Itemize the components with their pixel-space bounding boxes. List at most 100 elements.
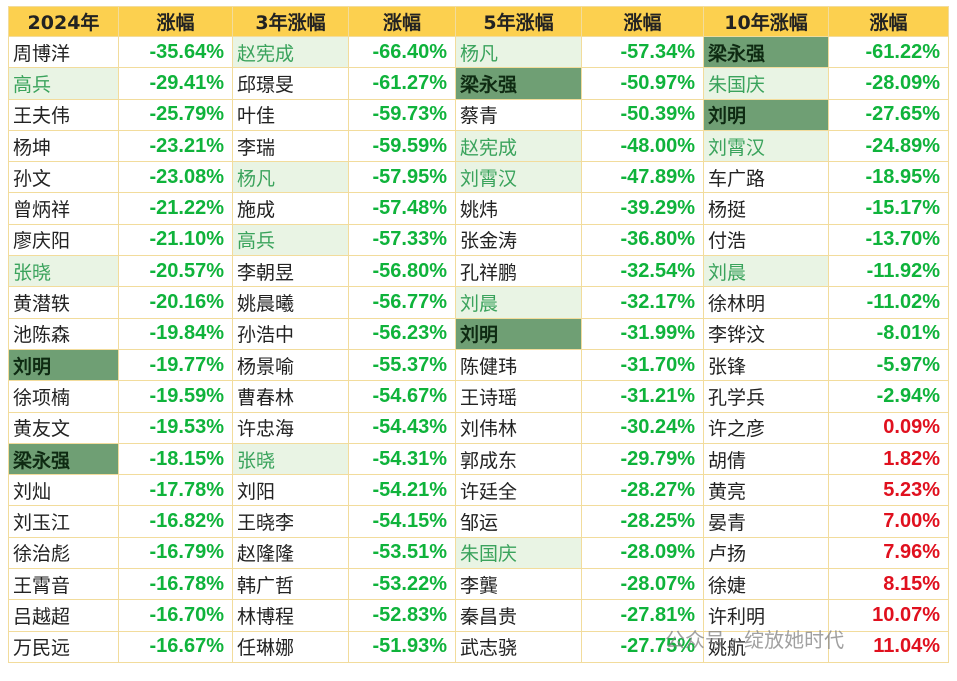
header-cell: 5年涨幅 bbox=[455, 6, 582, 37]
header-cell: 涨幅 bbox=[118, 6, 233, 37]
name-cell: 王霄音 bbox=[8, 568, 119, 601]
change-cell: -59.73% bbox=[348, 98, 456, 131]
name-cell: 刘玉江 bbox=[8, 505, 119, 538]
change-cell: -56.77% bbox=[348, 286, 456, 319]
name-cell: 刘明 bbox=[703, 98, 829, 131]
change-cell: -16.79% bbox=[118, 536, 233, 570]
change-cell: -19.53% bbox=[118, 411, 233, 444]
change-cell: 8.15% bbox=[828, 568, 949, 601]
change-cell: -50.39% bbox=[581, 98, 704, 131]
change-cell: -11.92% bbox=[828, 255, 949, 288]
name-cell: 徐林明 bbox=[703, 286, 829, 319]
name-cell: 刘灿 bbox=[8, 474, 119, 507]
header-cell: 涨幅 bbox=[828, 6, 949, 37]
name-cell: 李龔 bbox=[455, 568, 582, 601]
change-cell: -61.27% bbox=[348, 67, 456, 100]
name-cell: 周博洋 bbox=[8, 35, 119, 69]
change-cell: -27.75% bbox=[581, 630, 704, 663]
name-cell: 晏青 bbox=[703, 505, 829, 538]
table-row: 王霄音 -16.78% 韩广哲 -53.22% 李龔 -28.07% 徐婕 8.15% bbox=[8, 568, 949, 601]
name-cell: 王夫伟 bbox=[8, 98, 119, 131]
name-cell: 黄潜轶 bbox=[8, 286, 119, 319]
change-cell: -55.37% bbox=[348, 348, 456, 382]
name-cell: 刘霄汉 bbox=[455, 161, 582, 194]
name-cell: 赵宪成 bbox=[455, 129, 582, 163]
change-cell: -18.95% bbox=[828, 161, 949, 194]
table-row: 曾炳祥 -21.22% 施成 -57.48% 姚炜 -39.29% 杨挺 -15.17% bbox=[8, 192, 949, 225]
name-cell: 许忠海 bbox=[232, 411, 349, 444]
name-cell: 邱璟旻 bbox=[232, 67, 349, 100]
table-row: 池陈森 -19.84% 孙浩中 -56.23% 刘明 -31.99% 李铧汶 -8.01% bbox=[8, 317, 949, 350]
name-cell: 高兵 bbox=[8, 67, 119, 100]
change-cell: -29.41% bbox=[118, 67, 233, 100]
name-cell: 郭成东 bbox=[455, 442, 582, 476]
change-cell: -56.23% bbox=[348, 317, 456, 350]
change-cell: -54.21% bbox=[348, 474, 456, 507]
name-cell: 姚炜 bbox=[455, 192, 582, 225]
change-cell: 7.00% bbox=[828, 505, 949, 538]
name-cell: 赵隆隆 bbox=[232, 536, 349, 570]
change-cell: 11.04% bbox=[828, 630, 949, 663]
change-cell: -28.09% bbox=[581, 536, 704, 570]
table-row: 梁永强 -18.15% 张晓 -54.31% 郭成东 -29.79% 胡倩 1.82% bbox=[8, 442, 949, 476]
change-cell: -29.79% bbox=[581, 442, 704, 476]
change-cell: -53.22% bbox=[348, 568, 456, 601]
change-cell: -21.10% bbox=[118, 223, 233, 257]
change-cell: -28.09% bbox=[828, 67, 949, 100]
change-cell: -54.31% bbox=[348, 442, 456, 476]
name-cell: 叶佳 bbox=[232, 98, 349, 131]
change-cell: 7.96% bbox=[828, 536, 949, 570]
change-cell: -48.00% bbox=[581, 129, 704, 163]
change-cell: -66.40% bbox=[348, 35, 456, 69]
table-row: 徐治彪 -16.79% 赵隆隆 -53.51% 朱国庆 -28.09% 卢扬 7.96% bbox=[8, 536, 949, 570]
change-cell: -17.78% bbox=[118, 474, 233, 507]
name-cell: 杨挺 bbox=[703, 192, 829, 225]
name-cell: 张锋 bbox=[703, 348, 829, 382]
table-row: 周博洋 -35.64% 赵宪成 -66.40% 杨凡 -57.34% 梁永强 -61.22% bbox=[8, 35, 949, 69]
change-cell: -25.79% bbox=[118, 98, 233, 131]
change-cell: 1.82% bbox=[828, 442, 949, 476]
change-cell: -11.02% bbox=[828, 286, 949, 319]
name-cell: 杨坤 bbox=[8, 129, 119, 163]
change-cell: -20.57% bbox=[118, 255, 233, 288]
change-cell: -57.33% bbox=[348, 223, 456, 257]
name-cell: 林博程 bbox=[232, 599, 349, 632]
name-cell: 梁永强 bbox=[455, 67, 582, 100]
ranking-table: 2024年 涨幅 3年涨幅 涨幅 5年涨幅 涨幅 10年涨幅 涨幅 周博洋 -35.64% 赵宪成… bbox=[8, 6, 949, 663]
name-cell: 李铧汶 bbox=[703, 317, 829, 350]
change-cell: -19.77% bbox=[118, 348, 233, 382]
header-cell: 涨幅 bbox=[581, 6, 704, 37]
name-cell: 姚晨曦 bbox=[232, 286, 349, 319]
name-cell: 杨景喻 bbox=[232, 348, 349, 382]
name-cell: 李瑞 bbox=[232, 129, 349, 163]
name-cell: 杨凡 bbox=[232, 161, 349, 194]
change-cell: -16.82% bbox=[118, 505, 233, 538]
change-cell: 0.09% bbox=[828, 411, 949, 444]
change-cell: -31.99% bbox=[581, 317, 704, 350]
change-cell: 10.07% bbox=[828, 599, 949, 632]
name-cell: 池陈森 bbox=[8, 317, 119, 350]
change-cell: -32.54% bbox=[581, 255, 704, 288]
name-cell: 徐治彪 bbox=[8, 536, 119, 570]
name-cell: 许利明 bbox=[703, 599, 829, 632]
name-cell: 梁永强 bbox=[703, 35, 829, 69]
name-cell: 吕越超 bbox=[8, 599, 119, 632]
name-cell: 刘明 bbox=[455, 317, 582, 350]
name-cell: 曾炳祥 bbox=[8, 192, 119, 225]
name-cell: 朱国庆 bbox=[455, 536, 582, 570]
name-cell: 黄友文 bbox=[8, 411, 119, 444]
name-cell: 王诗瑶 bbox=[455, 380, 582, 413]
change-cell: -21.22% bbox=[118, 192, 233, 225]
table-row: 刘灿 -17.78% 刘阳 -54.21% 许廷全 -28.27% 黄亮 5.23% bbox=[8, 474, 949, 507]
change-cell: -16.67% bbox=[118, 630, 233, 663]
name-cell: 孙文 bbox=[8, 161, 119, 194]
name-cell: 杨凡 bbox=[455, 35, 582, 69]
table-row: 黄潜轶 -20.16% 姚晨曦 -56.77% 刘晨 -32.17% 徐林明 -11.02% bbox=[8, 286, 949, 319]
table-row: 杨坤 -23.21% 李瑞 -59.59% 赵宪成 -48.00% 刘霄汉 -24.89% bbox=[8, 129, 949, 163]
header-row: 2024年 涨幅 3年涨幅 涨幅 5年涨幅 涨幅 10年涨幅 涨幅 bbox=[8, 6, 949, 37]
change-cell: -59.59% bbox=[348, 129, 456, 163]
change-cell: -54.43% bbox=[348, 411, 456, 444]
name-cell: 刘晨 bbox=[455, 286, 582, 319]
name-cell: 朱国庆 bbox=[703, 67, 829, 100]
